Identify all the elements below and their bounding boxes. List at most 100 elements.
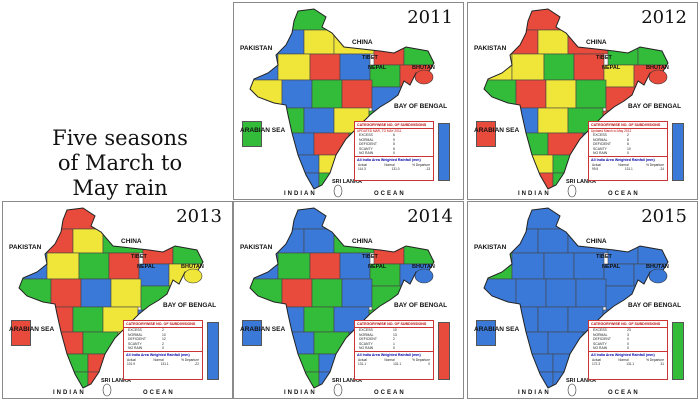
label-indian: INDIAN: [284, 390, 317, 396]
legend-heading: CATEGORYWISE NO. OF SUBDIVISIONS: [355, 122, 433, 129]
label-ocean: OCEAN: [374, 390, 406, 396]
caption: Five seasons of March to May rain: [20, 126, 220, 201]
footer-value: 131.0: [391, 166, 400, 171]
region-west-rajasthan: [46, 252, 80, 280]
footer-value: 0: [428, 361, 430, 366]
legend-category: NO RAIN: [359, 346, 374, 351]
footer-column: Actual: [592, 162, 601, 167]
legend-row: NO RAIN 0: [589, 346, 667, 351]
label-tibet: TIBET: [596, 254, 612, 260]
india-outline: [18, 207, 204, 389]
legend-footer-values: 101.9 131.1 -22: [124, 362, 202, 366]
legend-row: DEFICIENT 5: [355, 142, 433, 147]
label-tibet: TIBET: [596, 55, 612, 61]
legend-subtitle: Updated March to May 2012: [591, 129, 632, 133]
footer-value: 131.1: [160, 361, 169, 366]
label-pakistan: PAKISTAN: [474, 45, 507, 52]
label-bay-of-bengal: BAY OF BENGAL: [163, 302, 217, 309]
region-telangana: [313, 331, 350, 355]
legend-count: 0: [627, 151, 629, 156]
legend-row: DEFICIENT 0: [589, 337, 667, 342]
legend-count: 1: [393, 341, 395, 346]
legend-count: 8: [627, 137, 629, 142]
footer-column: Actual: [127, 357, 136, 362]
legend-row: NO RAIN 0: [355, 151, 433, 156]
footer-value: -22: [194, 361, 199, 366]
legend-category: DEFICIENT: [593, 142, 611, 147]
legend-footer: All India Area Weighted Rainfall (mm): [355, 155, 433, 163]
india-outline: [249, 207, 435, 389]
region-punjab: [42, 228, 74, 254]
islands-box: [242, 121, 262, 147]
islands-box: [11, 320, 31, 346]
label-bay-of-bengal: BAY OF BENGAL: [628, 103, 682, 110]
label-arabian-sea: ARABIAN SEA: [474, 127, 520, 134]
islands-box: [476, 320, 496, 346]
label-bhutan: BHUTAN: [412, 264, 435, 270]
label-arabian-sea: ARABIAN SEA: [240, 326, 286, 333]
footer-value: 131.1: [626, 361, 635, 366]
legend-count: 0: [393, 151, 395, 156]
islands-box: [476, 121, 496, 147]
region-east-rajasthan: [543, 252, 575, 280]
region-east-up: [108, 252, 140, 280]
region-sikkim: [373, 42, 405, 66]
footer-value: 131.1: [358, 361, 366, 366]
legend-count: 0: [627, 346, 629, 351]
footer-value: 101.9: [127, 361, 135, 366]
legend-category: EXCESS: [359, 328, 373, 332]
legend-row: DEFICIENT 2: [355, 337, 433, 342]
footer-value: 172.3: [592, 361, 600, 366]
region-jharkhand: [575, 278, 607, 308]
region-sikkim: [142, 241, 174, 265]
legend-footer: All India Area Weighted Rainfall (mm): [589, 155, 667, 163]
legend-count: 0: [393, 346, 395, 351]
legend-count: 2: [162, 341, 164, 346]
region-west-mp: [515, 278, 547, 308]
footer-value: 114.3: [358, 166, 366, 171]
region-northeast: [414, 69, 434, 85]
footer-column: % Departure: [646, 357, 664, 362]
caption-line-1: Five seasons: [52, 126, 188, 150]
legend-row: EXCESS 2: [589, 133, 667, 138]
legend-row: NORMAL 8: [589, 138, 667, 143]
region-west-rajasthan: [277, 252, 311, 280]
region-jharkhand: [575, 79, 607, 109]
legend-row: DEFICIENT 12: [124, 337, 202, 342]
year-title: 2012: [641, 7, 687, 28]
region-east-up: [573, 252, 605, 280]
india-outline: [483, 207, 669, 389]
label-nepal: NEPAL: [368, 65, 387, 71]
map-panel-2014: 2014 PAKISTAN CHINA TIBET NEPAL BHUTAN BAY OF …: [233, 201, 464, 399]
andaman-box: [438, 322, 450, 380]
legend-footer-values: 114.3 131.0 -13: [355, 167, 433, 171]
legend-row: SCANTY 2: [124, 342, 202, 347]
legend-category: EXCESS: [128, 328, 142, 332]
region-northeast: [414, 268, 434, 284]
region-sikkim: [607, 42, 639, 66]
label-ocean: OCEAN: [374, 191, 406, 197]
legend-count: 6: [393, 146, 395, 151]
legend-category: NORMAL: [593, 332, 608, 337]
legend-row: EXCESS 23: [589, 328, 667, 333]
label-sri-lanka: SRI LANKA: [101, 378, 131, 384]
andaman-box: [438, 123, 450, 181]
region-east-rajasthan: [309, 252, 341, 280]
year-title: 2015: [641, 206, 687, 227]
legend-row: EXCESS 6: [355, 133, 433, 138]
legend-footer-header: Actual Normal % Departure: [124, 358, 202, 362]
year-title: 2014: [407, 206, 453, 227]
footer-column: % Departure: [181, 357, 199, 362]
label-sri-lanka: SRI LANKA: [566, 378, 596, 384]
region-himachal: [328, 208, 360, 230]
legend-count: 2: [162, 328, 164, 332]
label-arabian-sea: ARABIAN SEA: [9, 326, 55, 333]
region-vidarbha: [537, 306, 569, 333]
legend-row: EXCESS 10: [355, 328, 433, 333]
legend-count: 6: [393, 133, 395, 137]
legend-heading: CATEGORYWISE NO. OF SUBDIVISIONS: [355, 321, 433, 328]
legend-row: SCANTY 6: [355, 147, 433, 152]
legend-category: SCANTY: [359, 146, 373, 151]
label-nepal: NEPAL: [137, 264, 156, 270]
legend-footer-header: Actual Normal % Departure: [355, 358, 433, 362]
